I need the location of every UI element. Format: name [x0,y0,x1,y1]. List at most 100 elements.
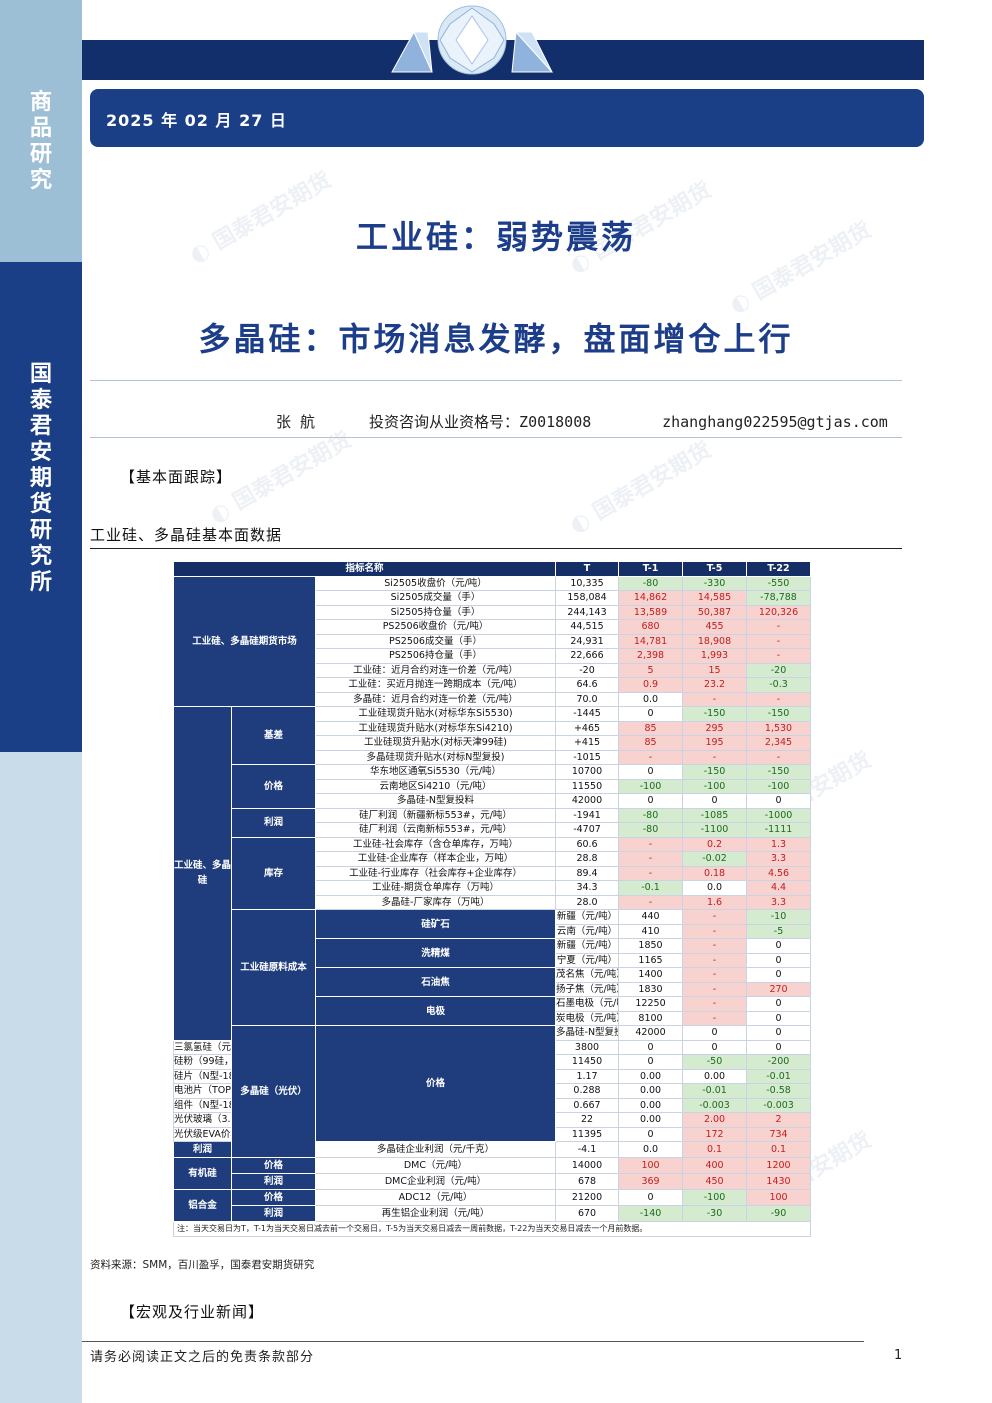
indicator-name: 多晶硅-厂家库存（万吨） [314,894,557,910]
change-t5: 1.6 [682,894,748,910]
category-cell: 价格 [314,1025,557,1142]
footer-disclaimer[interactable]: 请务必阅读正文之后的免责条款部分 [90,1350,315,1365]
change-t1: - [682,938,748,954]
change-t5: 195 [682,735,748,751]
value-t: 678 [555,1173,620,1190]
indicator-name: PS2506收盘价（元/吨） [314,619,557,635]
change-t22: - [746,633,812,649]
value-t: 89.4 [555,865,620,881]
category-cell: 多晶硅（光伏） [231,1025,316,1158]
author-email[interactable]: zhanghang022595@gtjas.com [662,413,888,431]
value-t: -1015 [555,749,620,765]
report-title: 工业硅：弱势震荡 [355,218,636,256]
indicator-name: Si2505成交量（手） [314,590,557,606]
value-t: -4707 [555,822,620,838]
change-t5: -0.02 [682,851,748,867]
change-t5: 23.2 [682,677,748,693]
change-t22: -100 [746,778,812,794]
page-number: 1 [894,1348,903,1363]
change-t22: 100 [746,1189,812,1206]
change-t5: 0 [746,967,812,983]
change-t1: 0 [618,1054,684,1070]
divider [90,437,902,438]
table-row: 多晶硅-厂家库存（万吨） 28.0-1.6 3.3 [174,894,812,910]
divider [90,380,902,381]
license-number: 投资咨询从业资格号：Z0018008 [369,413,592,431]
report-subtitle: 多晶硅：市场消息发酵，盘面增仓上行 [198,320,794,358]
change-t5: -1100 [682,822,748,838]
indicator-name: 华东地区通氧Si5530（元/吨） [314,764,557,780]
value-t: +415 [555,735,620,751]
value-t: 22,666 [555,648,620,664]
value-t: 44,515 [555,619,620,635]
value-t: 8100 [618,1010,684,1026]
change-t1: 5 [618,662,684,678]
table-row: 价格 华东地区通氧Si5530（元/吨） 10700 0 -150 -150 [174,764,812,809]
table-row: PS2506持仓量（手） 22,666 2,398 1,993- [174,648,812,664]
category-cell: 工业硅、多晶硅 [173,706,232,1041]
change-t5: 2.00 [682,1112,748,1128]
value-t: 14000 [555,1157,620,1174]
indicator-name: Si2505持仓量（手） [314,604,557,620]
change-t22: -0.3 [746,677,812,693]
change-t1: 85 [618,720,684,736]
change-t1: - [682,996,748,1012]
category-cell: 铝合金 [173,1189,232,1222]
indicator-name: 云南（元/吨） [555,923,620,939]
indicator-name: 硅厂利润（新疆新标553#，元/吨） [314,807,557,823]
change-t1: 0 [682,1025,748,1041]
change-t1: 13,589 [618,604,684,620]
category-cell: 利润 [231,1173,316,1190]
change-t22: -200 [746,1054,812,1070]
date-banner: 2025 年 02 月 27 日 [90,89,924,147]
change-t1: 0.00 [618,1097,684,1113]
change-t1: - [682,909,748,925]
change-t1: 0.0 [618,691,684,707]
data-source: 资料来源：SMM，百川盈孚，国泰君安期货研究 [90,1259,315,1271]
table-row: 工业硅现货升贴水(对标华东Si4210) +465 85 295 1,530 [174,720,812,736]
indicator-name: 新疆（元/吨） [555,909,620,925]
category-cell: 利润 [231,807,316,838]
value-t: 10,335 [555,575,620,591]
table-row: 工业硅：近月合约对连一价差（元/吨） -20 5 15 -20 [174,662,812,678]
change-t22: -550 [746,575,812,591]
table-row: 工业硅现货升贴水(对标天津99硅) +415 85 195 2,345 [174,735,812,751]
indicator-name: 三氯氢硅（元/吨） [173,1039,232,1055]
value-t: -1445 [555,706,620,722]
category-cell: 基差 [231,706,316,765]
category-cell: 库存 [231,836,316,910]
change-t22: 0.1 [746,1141,812,1158]
table-row: 利润 DMC企业利润（元/吨） 678 369 450 1430 [174,1173,812,1190]
indicator-name: 工业硅现货升贴水(对标华东Si5530) [314,706,557,722]
value-t: 28.8 [555,851,620,867]
change-t22: -0.58 [746,1083,812,1099]
change-t5: -100 [682,778,748,794]
change-t22: -150 [746,706,812,722]
value-t: 64.6 [555,677,620,693]
section-heading-macro: 【宏观及行业新闻】 [120,1303,265,1321]
table-row: 宁夏（元/吨）1165-0-25 [174,952,812,968]
indicator-name: 工业硅-期货仓单库存（万吨） [314,880,557,896]
change-t5: 50,387 [682,604,748,620]
indicator-name: PS2506成交量（手） [314,633,557,649]
change-t5: 400 [682,1157,748,1174]
table-note: 注：当天交易日为T，T-1为当天交易日减去前一个交易日，T-5为当天交易日减去一… [172,1221,812,1237]
sidebar-org-label: 国 泰 君 安 期 货 研 究 所 [29,362,52,595]
indicator-name: 多晶硅企业利润（元/千克） [314,1141,557,1158]
indicator-name: DMC（元/吨） [314,1157,557,1174]
change-t5: 0 [682,1039,748,1055]
sidebar-category-label: 商 品 研 究 [29,90,52,193]
value-t: 34.3 [555,880,620,896]
change-t1: 0.0 [618,1141,684,1158]
indicator-name: 工业硅现货升贴水(对标华东Si4210) [314,720,557,736]
table-row: 光伏玻璃（3.2mm，元/立方米） 220.002.002 [173,1112,812,1128]
change-t5: 0 [746,938,812,954]
change-t5: 0.2 [682,836,748,852]
change-t1: 85 [618,735,684,751]
change-t22: -1000 [746,807,812,823]
value-t: 1850 [618,938,684,954]
author-line: 张 航 投资咨询从业资格号：Z0018008 zhanghang022595@g… [276,411,888,432]
value-t: 22 [555,1112,620,1128]
